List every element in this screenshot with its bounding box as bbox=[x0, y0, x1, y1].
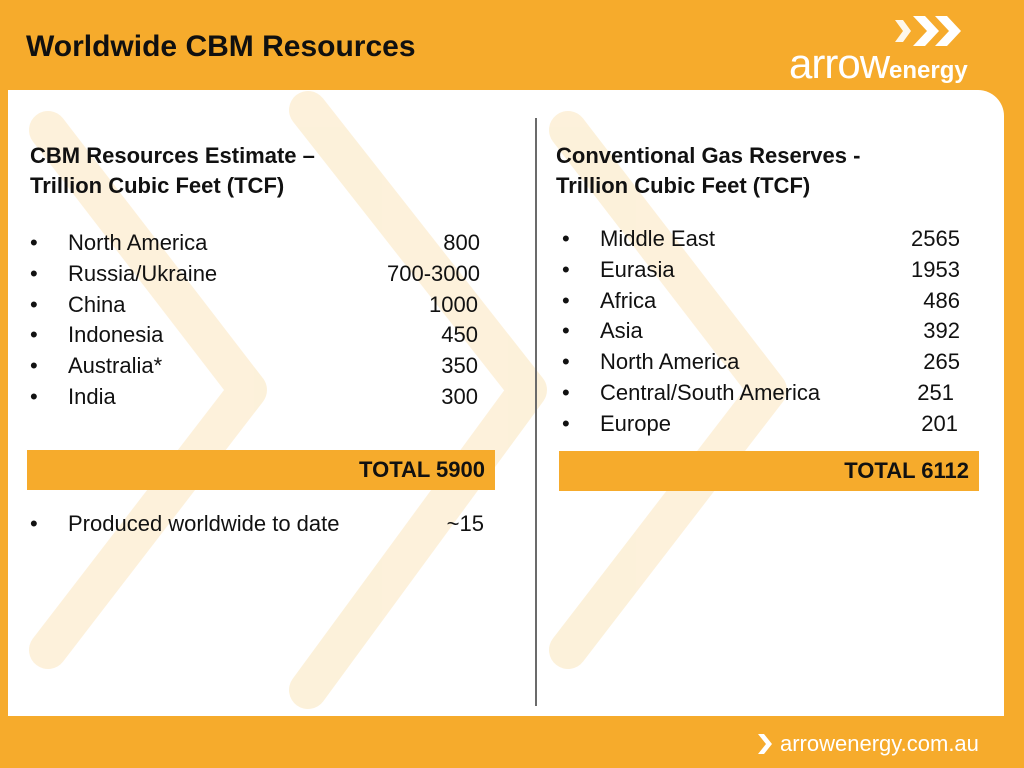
produced-to-date-list: • Produced worldwide to date ~15 bbox=[30, 509, 484, 540]
bullet: • bbox=[562, 349, 570, 375]
logo-word-arrow: arrow bbox=[789, 40, 890, 87]
bullet: • bbox=[30, 322, 38, 348]
region-name: North America bbox=[600, 349, 740, 375]
bullet: • bbox=[30, 260, 38, 286]
arrow-energy-logo: arrowenergy bbox=[785, 14, 995, 87]
bullet: • bbox=[30, 230, 38, 255]
left-heading: CBM Resources Estimate – Trillion Cubic … bbox=[30, 141, 315, 201]
region-value: 350 bbox=[441, 353, 478, 379]
bullet: • bbox=[30, 353, 38, 379]
region-value: 486 bbox=[923, 287, 960, 313]
bullet: • bbox=[562, 410, 570, 436]
logo-word-energy: energy bbox=[889, 57, 968, 84]
region-value: 392 bbox=[923, 318, 960, 344]
list-item: • North America 800 bbox=[30, 228, 482, 259]
region-value: 1000 bbox=[429, 291, 478, 317]
region-value: 1953 bbox=[911, 256, 960, 282]
list-item: • Asia 392 bbox=[562, 316, 962, 347]
right-heading: Conventional Gas Reserves - Trillion Cub… bbox=[556, 141, 860, 201]
footer-url[interactable]: arrowenergy.com.au bbox=[780, 731, 979, 756]
region-name: Europe bbox=[600, 410, 671, 436]
region-name: Eurasia bbox=[600, 256, 675, 282]
list-item: • Eurasia 1953 bbox=[562, 255, 962, 286]
produced-label: Produced worldwide to date bbox=[68, 511, 340, 536]
region-name: Central/South America bbox=[600, 379, 821, 405]
right-heading-line2: Trillion Cubic Feet (TCF) bbox=[556, 173, 811, 198]
region-value: 265 bbox=[923, 349, 960, 375]
list-item: • Indonesia 450 bbox=[30, 320, 482, 351]
list-item: • North America 265 bbox=[562, 347, 962, 378]
double-chevron-icon bbox=[895, 16, 961, 46]
produced-value: ~15 bbox=[446, 511, 484, 536]
left-heading-line2: Trillion Cubic Feet (TCF) bbox=[30, 173, 285, 198]
conventional-gas-list: • Middle East 2565 • Eurasia 1953 • Afri… bbox=[562, 224, 962, 440]
bullet: • bbox=[562, 318, 570, 344]
region-name: Asia bbox=[600, 318, 643, 344]
right-total-bar: TOTAL 6112 bbox=[559, 451, 979, 491]
region-value: 2565 bbox=[911, 226, 960, 251]
region-name: Russia/Ukraine bbox=[68, 260, 218, 286]
left-total-bar: TOTAL 5900 bbox=[27, 450, 495, 490]
region-name: China bbox=[68, 291, 126, 317]
chevron-right-icon bbox=[758, 734, 772, 754]
list-item: • India 300 bbox=[30, 382, 482, 413]
list-item: • Africa 486 bbox=[562, 286, 962, 317]
region-value: 700-3000 bbox=[387, 260, 480, 286]
bullet: • bbox=[30, 383, 38, 409]
cbm-resource-list: • North America 800 • Russia/Ukraine 700… bbox=[30, 228, 482, 413]
list-item: • Russia/Ukraine 700-3000 bbox=[30, 259, 482, 290]
list-item: • Central/South America 251 bbox=[562, 378, 962, 409]
page-title: Worldwide CBM Resources bbox=[26, 30, 416, 63]
bullet: • bbox=[562, 226, 570, 251]
right-total-label: TOTAL 6112 bbox=[844, 458, 969, 483]
region-value: 450 bbox=[441, 322, 478, 348]
list-item: • China 1000 bbox=[30, 290, 482, 321]
bullet: • bbox=[562, 379, 570, 405]
list-item: • Produced worldwide to date ~15 bbox=[30, 509, 484, 540]
arrow-watermark-graphic bbox=[29, 91, 787, 709]
region-name: North America bbox=[68, 230, 208, 255]
column-divider bbox=[535, 118, 537, 706]
bullet: • bbox=[30, 511, 38, 536]
bullet: • bbox=[30, 291, 38, 317]
region-name: Africa bbox=[600, 287, 657, 313]
right-heading-line1: Conventional Gas Reserves - bbox=[556, 143, 861, 168]
region-value: 300 bbox=[441, 383, 478, 409]
region-value: 201 bbox=[921, 410, 958, 436]
content-panel bbox=[8, 90, 1004, 716]
region-name: Middle East bbox=[600, 226, 715, 251]
bullet: • bbox=[562, 256, 570, 282]
left-total-label: TOTAL 5900 bbox=[359, 457, 485, 482]
region-value: 800 bbox=[443, 230, 480, 255]
bullet: • bbox=[562, 287, 570, 313]
list-item: • Europe 201 bbox=[562, 409, 962, 440]
list-item: • Australia* 350 bbox=[30, 351, 482, 382]
region-value: 251 bbox=[917, 379, 954, 405]
logo-wordmark: arrowenergy bbox=[789, 40, 968, 88]
list-item: • Middle East 2565 bbox=[562, 224, 962, 255]
region-name: India bbox=[68, 383, 116, 409]
region-name: Australia* bbox=[68, 353, 163, 379]
left-heading-line1: CBM Resources Estimate – bbox=[30, 143, 315, 168]
region-name: Indonesia bbox=[68, 322, 164, 348]
